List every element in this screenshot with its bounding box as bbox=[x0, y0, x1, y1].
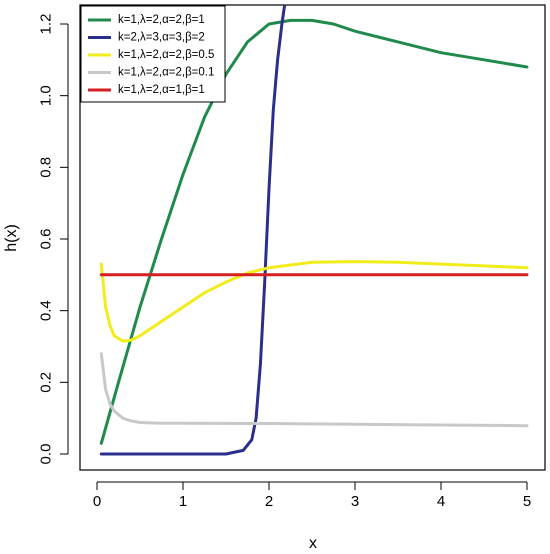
legend: k=1,λ=2,α=2,β=1 k=2,λ=3,α=3,β=2 k=1,λ=2,α=… bbox=[80, 5, 226, 103]
series-line-1 bbox=[99, 18, 529, 445]
legend-label: k=1,λ=2,α=1,β=1 bbox=[118, 84, 205, 96]
x-tick-label: 2 bbox=[265, 493, 273, 510]
series-lines bbox=[99, 5, 529, 456]
y-tick-label: 0.0 bbox=[38, 444, 55, 465]
legend-label: k=2,λ=3,α=3,β=2 bbox=[118, 32, 205, 44]
y-tick-label: 0.8 bbox=[38, 157, 55, 178]
series-line-4 bbox=[99, 352, 529, 428]
series-line-3 bbox=[99, 260, 529, 343]
plot-box bbox=[79, 4, 546, 471]
legend-label: k=1,λ=2,α=2,β=0.5 bbox=[118, 49, 214, 61]
series-line-2 bbox=[99, 5, 286, 456]
x-axis-title: x bbox=[309, 535, 317, 552]
x-tick-label: 4 bbox=[437, 493, 445, 510]
x-tick-label: 0 bbox=[93, 493, 101, 510]
legend-label: k=1,λ=2,α=2,β=0.1 bbox=[118, 67, 214, 79]
y-tick-label: 0.2 bbox=[38, 372, 55, 393]
y-tick-label: 0.6 bbox=[38, 229, 55, 250]
x-tick-label: 1 bbox=[179, 493, 187, 510]
x-tick-label: 5 bbox=[523, 493, 531, 510]
y-tick-label: 1.2 bbox=[38, 14, 55, 35]
y-tick-label: 1.0 bbox=[38, 85, 55, 106]
y-tick-label: 0.4 bbox=[38, 300, 55, 321]
legend-label: k=1,λ=2,α=2,β=1 bbox=[118, 14, 205, 26]
x-axis: 0 1 2 3 4 5 bbox=[93, 481, 531, 510]
y-axis: 0.0 0.2 0.4 0.6 0.8 1.0 1.2 bbox=[38, 14, 69, 465]
x-tick-label: 3 bbox=[351, 493, 359, 510]
y-axis-title: h(x) bbox=[3, 224, 20, 252]
